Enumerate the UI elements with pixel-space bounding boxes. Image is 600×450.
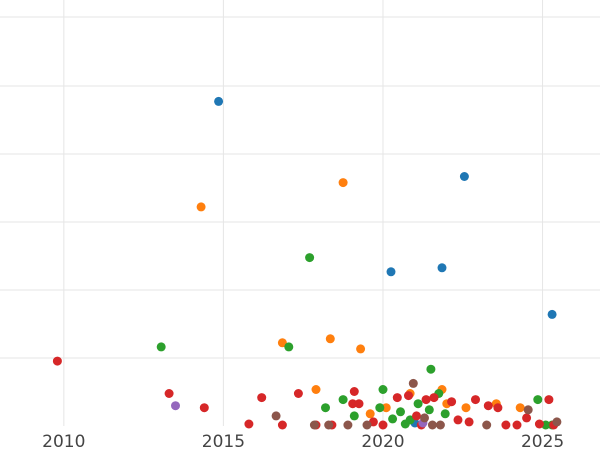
data-point (424, 405, 434, 415)
data-point (435, 420, 445, 430)
data-point (196, 202, 206, 212)
data-point (471, 395, 480, 405)
data-point (404, 391, 413, 401)
data-point (325, 334, 335, 344)
data-point (534, 419, 544, 429)
data-point (324, 420, 334, 430)
data-point (365, 409, 375, 419)
data-point (244, 419, 254, 429)
data-point (501, 420, 511, 430)
data-point (321, 403, 330, 413)
data-point (523, 405, 533, 415)
data-point (547, 309, 557, 319)
data-point (164, 389, 174, 398)
data-point (277, 338, 287, 348)
data-point (388, 414, 398, 424)
data-point (413, 399, 423, 409)
data-point (348, 399, 358, 409)
data-point (52, 356, 62, 366)
data-point (493, 403, 503, 413)
data-point (440, 409, 450, 419)
data-point (453, 415, 463, 425)
data-point (309, 420, 319, 430)
data-point (375, 403, 385, 413)
data-point (408, 378, 418, 388)
data-point (356, 344, 366, 354)
data-point (386, 267, 396, 277)
data-point (464, 417, 474, 427)
data-point (421, 395, 431, 405)
data-point (338, 178, 348, 188)
x-tick-label: 2010 (42, 432, 85, 450)
data-point (378, 420, 388, 430)
data-point (396, 407, 405, 417)
data-point (429, 393, 439, 403)
data-point (515, 403, 525, 413)
data-point (400, 419, 410, 429)
data-point (522, 413, 532, 423)
x-tick-label: 2025 (521, 432, 564, 450)
data-point (381, 403, 391, 413)
data-point (447, 397, 457, 407)
data-point (354, 399, 364, 409)
data-point (311, 385, 321, 394)
data-point (293, 389, 303, 398)
data-point (512, 420, 522, 430)
data-point (552, 417, 562, 427)
data-point (437, 263, 447, 273)
data-point (338, 395, 348, 405)
data-point (544, 395, 554, 405)
x-tick-label: 2015 (202, 432, 245, 450)
data-point (378, 385, 388, 394)
data-point (349, 411, 359, 421)
data-point (362, 420, 372, 430)
data-point (426, 364, 436, 374)
data-point (349, 387, 359, 396)
data-points (52, 96, 562, 430)
data-point (156, 342, 166, 352)
data-point (420, 413, 429, 423)
x-axis-ticks: 2010 2015 2020 2025 (42, 432, 564, 450)
data-point (305, 253, 315, 263)
data-point (343, 420, 353, 430)
data-point (533, 395, 543, 405)
data-point (277, 420, 287, 430)
data-point (427, 420, 437, 430)
data-point (483, 401, 493, 411)
data-point (459, 172, 469, 181)
data-point (257, 393, 267, 403)
x-tick-label: 2020 (361, 432, 404, 450)
grid-lines (0, 0, 600, 426)
data-point (199, 403, 209, 413)
data-point (461, 403, 471, 413)
data-point (171, 401, 180, 411)
data-point (412, 411, 421, 421)
data-point (284, 342, 294, 352)
data-point (392, 393, 402, 403)
data-point (214, 96, 224, 106)
data-point (482, 420, 492, 430)
data-point (271, 411, 281, 421)
